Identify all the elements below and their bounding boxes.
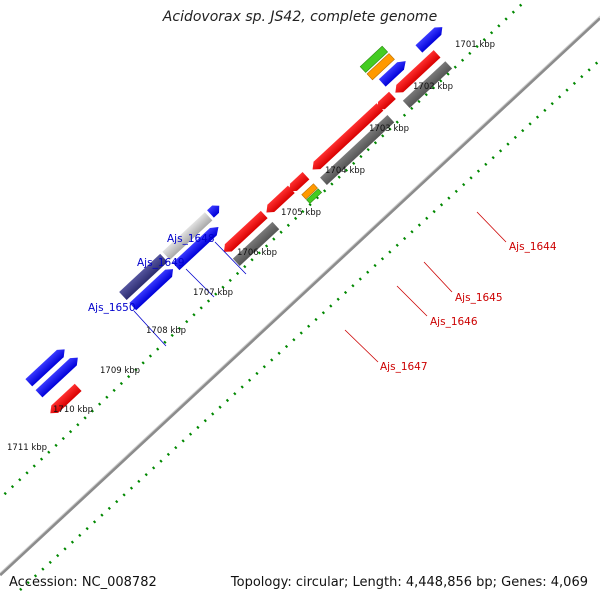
ajs-1649-leader (185, 268, 215, 298)
tick-label-1704: 1704 kbp (325, 166, 365, 176)
cds-arrow-forward (378, 61, 406, 87)
cds-arrow-reverse-ajs-1646 (266, 185, 295, 213)
ajs-1648-leader (214, 241, 247, 275)
light-gray-feature-ajs-1648 (162, 212, 213, 260)
green-feature-ajs-1645 (306, 188, 323, 204)
cds-arrow-reverse-ajs-1645 (289, 172, 310, 192)
orange-feature (366, 53, 395, 81)
cds-arrow-reverse (377, 91, 396, 110)
gene-label-ajs-1644[interactable]: Ajs_1644 (509, 241, 557, 253)
genome-info-text: Topology: circular; Length: 4,448,856 bp… (230, 575, 588, 590)
gray-feature (402, 61, 453, 109)
tick-label-1707: 1707 kbp (193, 288, 233, 298)
tick-label-1702: 1702 kbp (413, 82, 453, 92)
genome-backbone-highlight (0, 15, 600, 574)
tick-label-1703: 1703 kbp (369, 124, 409, 134)
ajs-1647-leader (344, 329, 379, 363)
accession-text: Accession: NC_008782 (9, 575, 157, 590)
gc-track-inner (19, 59, 600, 591)
gene-label-ajs-1648[interactable]: Ajs_1648 (167, 233, 215, 245)
orange-feature-ajs-1645 (301, 183, 318, 200)
cds-arrow-forward (35, 357, 78, 398)
cds-arrow-forward (25, 349, 65, 387)
cds-arrow-forward-ajs-1650 (129, 269, 174, 311)
cds-arrow-reverse-ajs-1644 (312, 103, 384, 170)
tick-label-1710: 1710 kbp (53, 405, 93, 415)
gene-label-ajs-1650[interactable]: Ajs_1650 (88, 302, 136, 314)
tick-label-1711: 1711 kbp (7, 443, 47, 453)
cds-arrow-reverse (395, 50, 441, 93)
ajs-1645-leader (423, 261, 453, 293)
gene-label-ajs-1649[interactable]: Ajs_1649 (137, 257, 185, 269)
cds-arrow-reverse-ajs-1647 (223, 210, 268, 252)
tick-label-1709: 1709 kbp (100, 366, 140, 376)
cds-arrow-forward (415, 27, 443, 53)
gc-track-outer (0, 0, 529, 501)
genome-title: Acidovorax sp. JS42, complete genome (162, 9, 438, 25)
purple-feature-ajs-1650 (119, 253, 168, 301)
ajs-1646-leader (396, 285, 428, 317)
gene-label-ajs-1646[interactable]: Ajs_1646 (430, 316, 478, 328)
cds-arrow-forward-ajs-1648 (207, 205, 220, 218)
genome-backbone (0, 16, 600, 577)
green-feature (359, 45, 389, 73)
tick-label-1708: 1708 kbp (146, 326, 186, 336)
tick-label-1705: 1705 kbp (281, 208, 321, 218)
tick-label-1701: 1701 kbp (455, 40, 495, 50)
ajs-1644-leader (476, 211, 507, 243)
cds-arrow-reverse (50, 383, 82, 414)
gene-label-ajs-1645[interactable]: Ajs_1645 (455, 292, 503, 304)
tick-label-1706: 1706 kbp (237, 248, 277, 258)
gray-feature-ajs-1647 (232, 221, 280, 266)
gene-label-ajs-1647[interactable]: Ajs_1647 (380, 361, 428, 373)
ajs-1650-leader (133, 310, 167, 347)
gray-feature-ajs-1644 (320, 114, 395, 185)
cds-arrow-forward-ajs-1649 (172, 226, 219, 271)
